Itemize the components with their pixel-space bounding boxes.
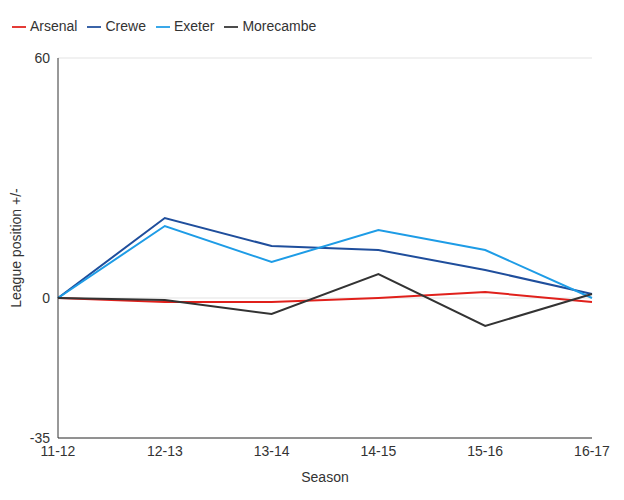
svg-text:13-14: 13-14 (254, 443, 290, 459)
svg-text:60: 60 (34, 50, 50, 66)
svg-text:-35: -35 (30, 430, 50, 446)
html-text:Crewe: Crewe (105, 18, 146, 34)
svg-text:16-17: 16-17 (574, 443, 610, 459)
svg-text:0: 0 (42, 290, 50, 306)
html-text:Arsenal: Arsenal (30, 18, 78, 34)
svg-text:14-15: 14-15 (360, 443, 396, 459)
svg-text:League position +/-: League position +/- (8, 188, 24, 308)
html-text:Morecambe: Morecambe (242, 18, 317, 34)
svg-text:11-12: 11-12 (40, 442, 76, 459)
svg-text:12-13: 12-13 (147, 443, 183, 459)
svg-text:Season: Season (301, 469, 348, 485)
html-text:Exeter: Exeter (173, 18, 215, 34)
svg-text:15-16: 15-16 (467, 443, 503, 459)
